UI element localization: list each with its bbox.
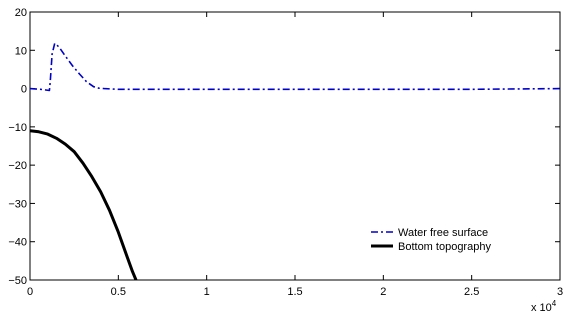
x-tick-label: 1.5 (287, 286, 302, 298)
y-tick-label: −50 (8, 275, 27, 287)
legend: Water free surface Bottom topography (371, 227, 491, 253)
y-tick-label: −40 (8, 237, 27, 249)
x-tick-label: 0.5 (111, 286, 126, 298)
y-tick-label: 0 (21, 84, 27, 96)
y-tick-label: 10 (15, 45, 27, 57)
series-line-bottom-topography (30, 129, 138, 280)
series-line-water-free-surface (30, 42, 560, 92)
y-tick-label: −30 (8, 198, 27, 210)
legend-label: Water free surface (398, 227, 488, 239)
y-axis: −50 −40 −30 −20 −10 0 10 20 (8, 7, 560, 287)
y-tick-label: 20 (15, 7, 27, 19)
x-tick-label: 2 (380, 286, 386, 298)
x-tick-label: 3 (557, 286, 563, 298)
y-tick-label: −20 (8, 160, 27, 172)
axes-frame (29, 11, 561, 281)
x-tick-label: 1 (204, 286, 210, 298)
plot-area-border (29, 11, 561, 281)
x-axis: 0 0.5 1 1.5 2 2.5 3 (27, 12, 563, 298)
x-axis-multiplier-label: x 104 (531, 299, 557, 314)
y-tick-label: −10 (8, 122, 27, 134)
x-tick-label: 2.5 (464, 286, 479, 298)
series-layer (30, 42, 560, 280)
legend-label: Bottom topography (398, 241, 491, 253)
x-tick-label: 0 (27, 286, 33, 298)
